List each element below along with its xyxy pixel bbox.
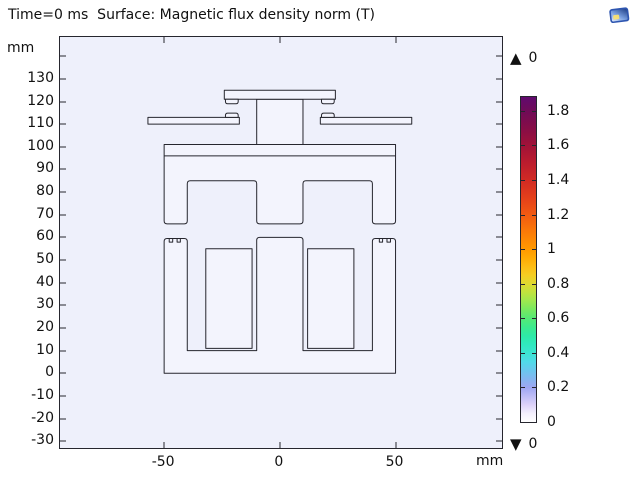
geometry-lower-core <box>164 237 395 373</box>
geometry-contact-bump-left <box>225 113 238 117</box>
colorbar-tick-mark <box>532 214 536 216</box>
geometry-contact-bar-left <box>148 117 239 124</box>
y-axis-unit-label: mm <box>7 40 35 56</box>
geometry-layer <box>60 37 502 448</box>
axis-ticks-layer <box>60 37 502 448</box>
colorbar-tick-mark <box>521 352 525 354</box>
geometry-armature-plate <box>224 90 335 99</box>
y-tick-label: 30 <box>36 296 54 313</box>
x-tick-label: 0 <box>274 454 284 470</box>
colorbar-tick-mark <box>532 387 536 389</box>
y-tick-label: 90 <box>36 160 54 177</box>
y-tick-label: 50 <box>36 251 54 268</box>
colorbar-tick-label: 1.4 <box>547 171 570 188</box>
colorbar-tick-mark <box>532 283 536 285</box>
colorbar-max-marker: ▲ 0 <box>510 50 537 67</box>
colorbar-tick-mark <box>532 318 536 320</box>
y-tick-label: 20 <box>36 318 54 335</box>
colorbar-tick-label: 0.4 <box>547 344 570 361</box>
x-tick-label: -50 <box>151 454 175 470</box>
colorbar-tick-label: 1.8 <box>547 102 570 119</box>
colorbar-tick-label: 1 <box>547 241 556 258</box>
colorbar-over-value: 0 <box>528 50 538 66</box>
y-tick-label: 10 <box>36 341 54 358</box>
y-tick-label: 60 <box>36 228 54 245</box>
colorbar-tick-mark <box>521 145 525 147</box>
colorbar-tick-mark <box>521 387 525 389</box>
geometry-shading-notch-right-1 <box>379 239 382 243</box>
plot-title: Time=0 ms Surface: Magnetic flux density… <box>8 7 375 23</box>
y-tick-label: 0 <box>45 364 54 381</box>
y-tick-label: -20 <box>31 409 54 426</box>
geometry-upper-yoke <box>164 145 395 224</box>
colorbar-tick-mark <box>521 318 525 320</box>
geometry-shading-notch-right-2 <box>387 239 390 243</box>
colorbar-tick-label: 1.2 <box>547 206 570 223</box>
y-tick-label: 40 <box>36 273 54 290</box>
y-tick-label: 110 <box>27 115 54 132</box>
colorbar <box>520 96 537 423</box>
colorbar-tick-label: 0.6 <box>547 310 570 327</box>
colorbar-tick-mark <box>521 249 525 251</box>
geometry-contact-bar-right <box>320 117 411 124</box>
colorbar-tick-mark <box>532 249 536 251</box>
geometry-contact-bump-right <box>321 113 334 117</box>
colorbar-tick-label: 1.6 <box>547 137 570 154</box>
y-tick-label: 100 <box>27 137 54 154</box>
up-triangle-icon: ▲ <box>510 49 522 67</box>
geometry-plate-tab-left <box>225 99 238 104</box>
colorbar-tick-label: 0.2 <box>547 379 570 396</box>
geometry-coil-right <box>308 249 354 349</box>
geometry-shading-notch-left-2 <box>177 239 180 243</box>
x-axis-unit-label: mm <box>476 453 504 469</box>
y-tick-label: 130 <box>27 69 54 86</box>
colorbar-tick-label: 0.8 <box>547 275 570 292</box>
colorbar-tick-mark <box>532 179 536 181</box>
colorbar-tick-mark <box>532 352 536 354</box>
graphics-plot-area[interactable] <box>59 36 503 449</box>
colorbar-min-marker: ▼ 0 <box>510 436 537 453</box>
colorbar-tick-mark <box>532 145 536 147</box>
y-tick-label: -10 <box>31 386 54 403</box>
plot-window-icon <box>606 2 632 28</box>
colorbar-tick-mark <box>521 179 525 181</box>
geometry-coil-left <box>206 249 252 349</box>
geometry-plate-tab-right <box>321 99 334 104</box>
colorbar-tick-mark <box>521 110 525 112</box>
y-tick-label: 120 <box>27 92 54 109</box>
geometry-shading-notch-left-1 <box>169 239 172 243</box>
y-tick-label: 70 <box>36 205 54 222</box>
colorbar-tick-mark <box>521 214 525 216</box>
colorbar-tick-mark <box>521 283 525 285</box>
colorbar-tick-label: 0 <box>547 414 556 430</box>
y-tick-label: 80 <box>36 183 54 200</box>
colorbar-tick-mark <box>532 110 536 112</box>
y-tick-label: -30 <box>31 432 54 449</box>
x-tick-label: 50 <box>385 454 404 470</box>
colorbar-under-value: 0 <box>528 436 538 452</box>
down-triangle-icon: ▼ <box>510 435 522 453</box>
